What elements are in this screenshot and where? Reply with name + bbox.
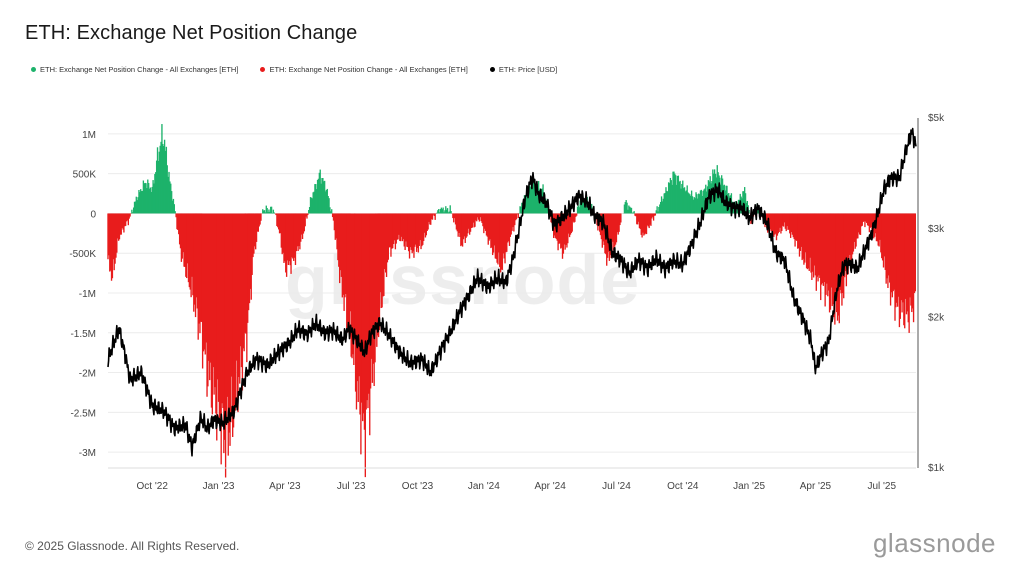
x-tick-label: Jan '23	[203, 481, 235, 492]
copyright-footer: © 2025 Glassnode. All Rights Reserved.	[25, 539, 239, 553]
y-tick-label-left: 1M	[82, 130, 96, 141]
x-tick-label: Apr '23	[269, 481, 301, 492]
x-tick-label: Jan '25	[733, 481, 765, 492]
y-tick-label-left: -2M	[79, 369, 96, 380]
chart-svg: 1M 500K 0 -500K -1M -1.5M -2M -2.5M -3M $5k $3k $2k…	[0, 0, 1024, 576]
x-tick-label: Oct '24	[667, 481, 699, 492]
y-tick-label-left: -1.5M	[70, 329, 96, 340]
x-tick-label: Jul '24	[602, 481, 631, 492]
y-tick-label-left: 0	[90, 209, 96, 220]
y-tick-label-left: -3M	[79, 448, 96, 459]
y-tick-label-left: 500K	[73, 170, 97, 181]
y-tick-label-right: $1k	[928, 463, 945, 474]
y-tick-label-left: -1M	[79, 289, 96, 300]
y-tick-label-right: $5k	[928, 113, 945, 124]
x-tick-label: Jan '24	[468, 481, 500, 492]
x-tick-label: Jul '25	[867, 481, 896, 492]
x-tick-label: Apr '25	[800, 481, 832, 492]
x-tick-label: Oct '22	[137, 481, 169, 492]
y-tick-label-left: -500K	[69, 249, 96, 260]
y-tick-label-right: $2k	[928, 312, 945, 323]
x-tick-label: Apr '24	[534, 481, 566, 492]
x-tick-label: Jul '23	[337, 481, 366, 492]
y-tick-label-left: -2.5M	[70, 408, 96, 419]
y-tick-label-right: $3k	[928, 224, 945, 235]
x-tick-label: Oct '23	[402, 481, 434, 492]
brand-logo: glassnode	[873, 528, 996, 559]
